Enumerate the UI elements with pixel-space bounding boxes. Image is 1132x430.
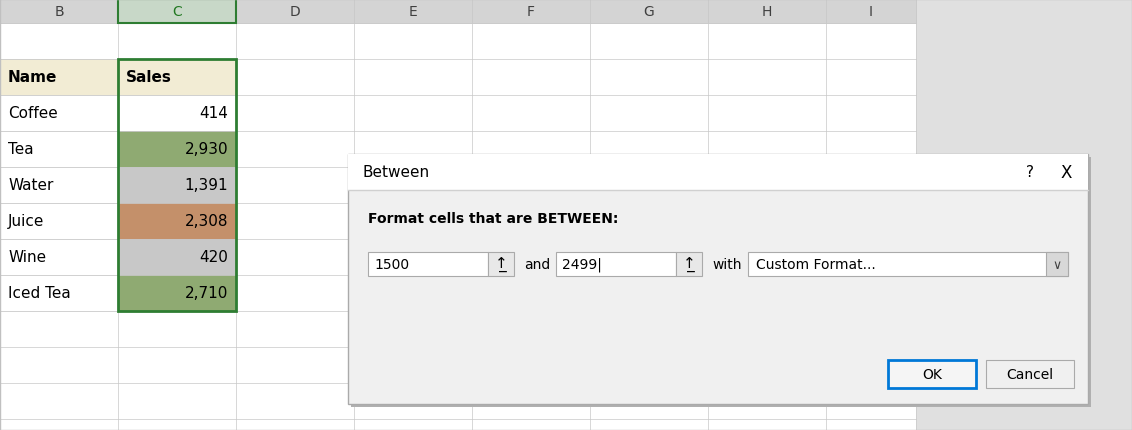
Text: D: D [290,5,300,19]
Text: B: B [54,5,63,19]
Bar [348,155,1088,190]
Text: and: and [524,258,550,271]
Bar [676,252,702,276]
Text: H: H [762,5,772,19]
Text: Iced Tea: Iced Tea [8,286,71,301]
Text: 1,391: 1,391 [185,178,228,193]
Bar [556,252,676,276]
Bar [118,275,235,311]
Text: Coffee: Coffee [8,106,58,121]
Bar [354,0,472,24]
Bar [708,0,826,24]
Text: Juice: Juice [8,214,44,229]
Text: ↑̲: ↑̲ [683,257,695,272]
Bar [118,96,235,132]
Text: 2499|: 2499| [561,257,602,272]
Text: Custom Format...: Custom Format... [756,258,876,271]
Bar [118,168,235,203]
Text: Format cells that are BETWEEN:: Format cells that are BETWEEN: [368,212,618,225]
Bar [826,0,916,24]
Text: C: C [172,5,182,19]
Text: ?: ? [1026,165,1034,180]
Bar [0,240,118,275]
Bar [118,0,235,24]
Bar [0,275,118,311]
Text: 2,308: 2,308 [185,214,228,229]
Bar [348,155,1088,404]
Text: 2,710: 2,710 [185,286,228,301]
Text: E: E [409,5,418,19]
Bar [118,60,235,311]
Bar [118,203,235,240]
Bar [0,203,118,240]
Text: Name: Name [8,71,58,85]
Bar [0,60,118,96]
Bar [887,360,976,388]
Bar [0,168,118,203]
Text: Between: Between [362,165,429,180]
Bar [0,0,916,430]
Text: Wine: Wine [8,250,46,265]
Bar [118,60,235,96]
Text: 420: 420 [199,250,228,265]
Bar [118,0,235,24]
Text: 1500: 1500 [374,258,409,271]
Text: with: with [712,258,741,271]
Text: I: I [869,5,873,19]
Bar [351,158,1091,407]
Text: Tea: Tea [8,142,34,157]
Bar [0,0,118,24]
Text: Cancel: Cancel [1006,367,1054,381]
Text: OK: OK [923,367,942,381]
Bar [986,360,1074,388]
Text: 2,930: 2,930 [185,142,228,157]
Bar [118,240,235,275]
Bar [0,132,118,168]
Bar [590,0,708,24]
Text: F: F [528,5,535,19]
Text: 414: 414 [199,106,228,121]
Bar [488,252,514,276]
Bar [1046,252,1067,276]
Text: X: X [1061,164,1072,181]
Text: Sales: Sales [126,71,172,85]
Bar [235,0,354,24]
Text: ∨: ∨ [1053,259,1062,272]
Text: Water: Water [8,178,53,193]
Bar [368,252,488,276]
Bar [118,132,235,168]
Text: ↑̲: ↑̲ [495,257,507,272]
Text: G: G [644,5,654,19]
Bar [0,96,118,132]
Bar [472,0,590,24]
Bar [748,252,1067,276]
